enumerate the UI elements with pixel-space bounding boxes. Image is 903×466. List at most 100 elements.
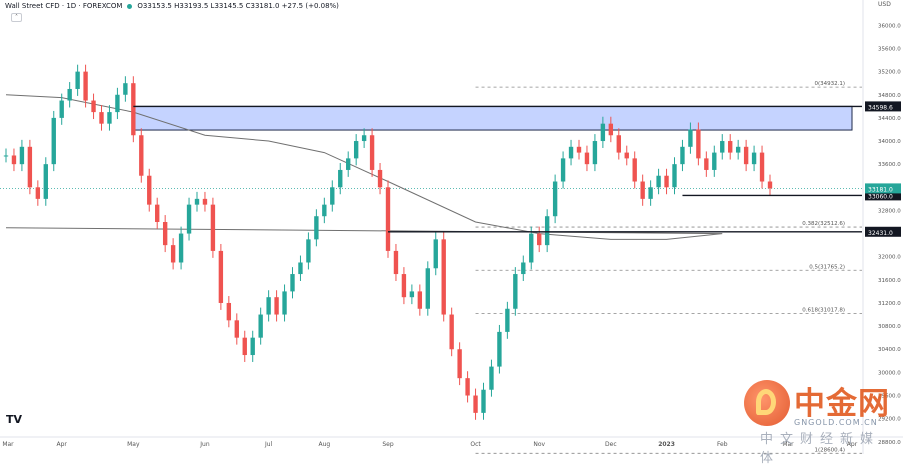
- candle: [147, 168, 152, 212]
- candle: [552, 174, 558, 224]
- candle: [59, 93, 64, 125]
- candle-body: [664, 175, 669, 188]
- candle: [417, 284, 423, 316]
- candle: [529, 226, 534, 270]
- level-tag: 32431.0: [865, 226, 901, 237]
- time-tick: Mar: [782, 441, 794, 448]
- candle: [696, 122, 701, 166]
- candle: [720, 134, 725, 160]
- level-tag-bg: [865, 226, 901, 237]
- candle-body: [560, 158, 566, 182]
- candle: [401, 267, 407, 305]
- candle: [115, 87, 120, 120]
- watermark-brand: 中金网: [794, 386, 890, 422]
- candle-body: [314, 216, 319, 240]
- tradingview-logo[interactable]: TV: [6, 413, 23, 426]
- time-tick: Oct: [470, 441, 481, 448]
- candle-body: [544, 216, 550, 246]
- candle: [751, 145, 757, 172]
- candle-body: [624, 152, 629, 159]
- candle-body: [759, 152, 765, 182]
- time-tick: Mar: [2, 441, 14, 448]
- candle: [139, 128, 144, 183]
- level-tag: 34598.6: [865, 101, 901, 112]
- candle: [83, 64, 88, 108]
- candle: [441, 232, 446, 322]
- price-tick: 29200.0: [878, 417, 901, 423]
- price-tick: 31200.0: [878, 301, 901, 307]
- candle: [162, 215, 168, 253]
- candle: [473, 388, 478, 420]
- candle: [425, 261, 430, 316]
- candle-body: [210, 204, 216, 251]
- candle: [290, 267, 295, 299]
- level-tag-bg: [865, 190, 901, 201]
- watermark-logo-icon: [744, 380, 790, 426]
- candle: [330, 180, 335, 212]
- candle-body: [83, 71, 88, 101]
- candle-body: [266, 297, 271, 315]
- candle: [521, 255, 526, 281]
- candle: [624, 145, 629, 166]
- candle-body: [568, 146, 574, 159]
- candle: [242, 330, 247, 362]
- price-tick: 34400.0: [878, 116, 901, 122]
- candle-body: [696, 129, 701, 159]
- candle-body: [115, 94, 120, 113]
- candle-body: [751, 152, 757, 165]
- collapse-legend-button[interactable]: ˄: [11, 13, 22, 22]
- candle-body: [712, 152, 717, 170]
- candle: [497, 324, 502, 374]
- candle-body: [377, 169, 383, 188]
- market-status-icon: [127, 3, 133, 9]
- time-tick: May: [127, 441, 140, 448]
- candle-body: [632, 158, 637, 182]
- candle: [155, 197, 160, 229]
- candle: [274, 290, 279, 322]
- candle: [433, 232, 438, 276]
- time-tick: Feb: [717, 441, 728, 448]
- candle-body: [147, 175, 152, 205]
- price-tick: 35200.0: [878, 70, 901, 76]
- candle: [202, 191, 208, 212]
- candle: [465, 371, 470, 403]
- level-tag-label: 34598.6: [868, 104, 893, 111]
- candle-body: [656, 175, 661, 188]
- candle: [99, 105, 104, 131]
- candle-body: [592, 141, 598, 165]
- candle-body: [35, 187, 41, 199]
- candle-body: [473, 395, 478, 413]
- candle-body: [242, 337, 247, 356]
- candle-body: [648, 187, 653, 199]
- fib-label: 0.382(32512.6): [802, 221, 845, 227]
- candle-body: [767, 181, 773, 189]
- price-tick: 34800.0: [878, 93, 901, 99]
- candle-body: [608, 123, 614, 136]
- last-price-tag: 33181.0: [865, 183, 901, 194]
- candle-body: [361, 135, 367, 142]
- fib-label: 1(28600.4): [814, 447, 845, 453]
- level-tag: 33060.0: [865, 190, 901, 201]
- candle: [19, 139, 25, 172]
- candle-body: [139, 135, 144, 176]
- price-chart[interactable]: 0(34932.1) 0.382(32512.6) 0.5(31765.2) 0.61…: [0, 0, 903, 454]
- price-tick: 30400.0: [878, 347, 901, 353]
- candle-body: [11, 155, 17, 165]
- time-tick: Apr: [847, 441, 858, 448]
- candle: [393, 243, 399, 281]
- candle-body: [529, 233, 534, 263]
- time-tick: Dec: [605, 441, 617, 448]
- candle-body: [298, 262, 303, 275]
- candle-body: [393, 250, 399, 275]
- candle: [592, 134, 598, 172]
- candle-body: [449, 314, 454, 350]
- candle-body: [616, 135, 621, 153]
- candle: [759, 145, 765, 189]
- candle-body: [505, 308, 510, 332]
- candle: [298, 255, 303, 281]
- candle: [258, 307, 263, 345]
- candle: [35, 180, 41, 206]
- candle: [131, 76, 136, 143]
- candle: [584, 145, 590, 172]
- candle-body: [218, 250, 224, 303]
